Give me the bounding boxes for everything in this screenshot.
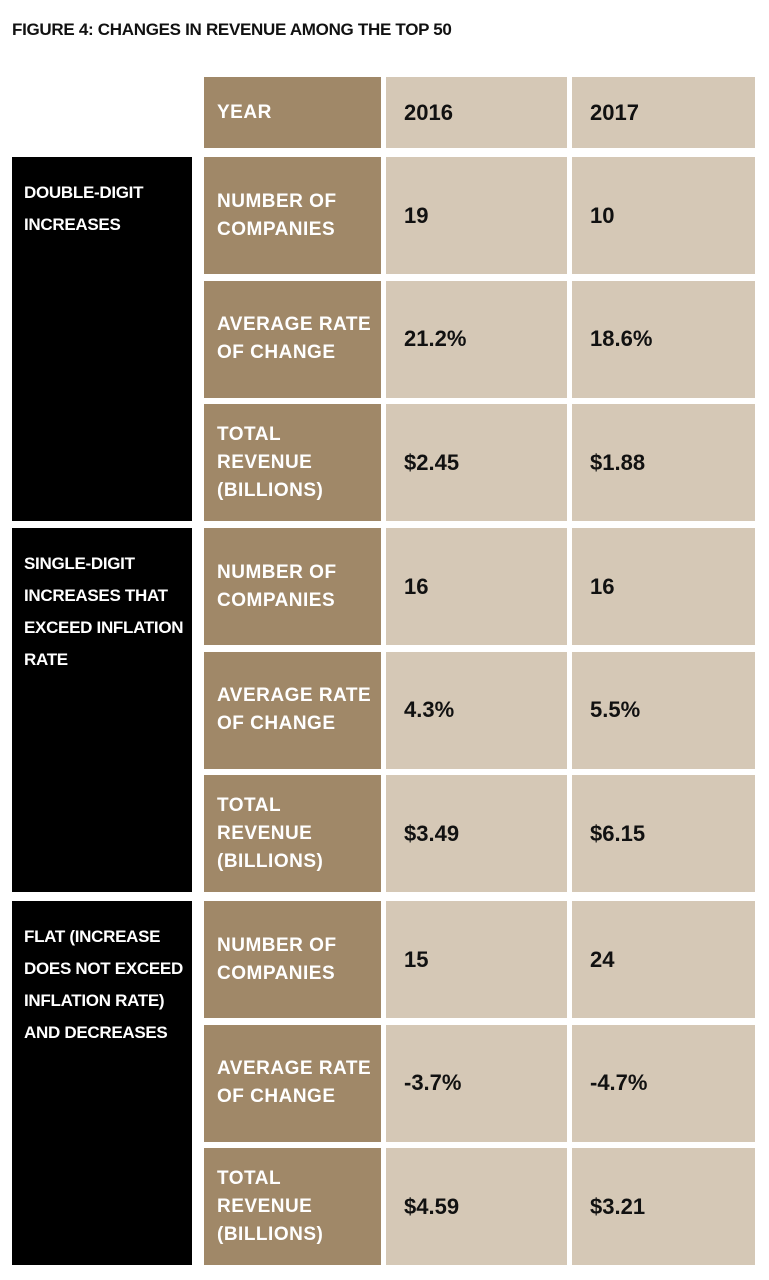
- header-cell: YEAR: [204, 77, 381, 148]
- value-cell: 19: [386, 157, 567, 274]
- row-label: TOTAL REVENUE (BILLIONS): [204, 775, 381, 892]
- row-label: NUMBER OF COMPANIES: [204, 528, 381, 645]
- value-cell: 5.5%: [572, 651, 755, 769]
- value-cell: 10: [572, 157, 755, 274]
- value-cell: -4.7%: [572, 1024, 755, 1142]
- group-label: DOUBLE-DIGIT INCREASES: [12, 157, 192, 521]
- value-cell: 18.6%: [572, 280, 755, 398]
- row-label: TOTAL REVENUE (BILLIONS): [204, 404, 381, 521]
- value-cell: 16: [386, 528, 567, 645]
- value-cell: $2.45: [386, 404, 567, 521]
- title: FIGURE 4: CHANGES IN REVENUE AMONG THE T…: [12, 20, 452, 39]
- value-cell: $3.49: [386, 775, 567, 892]
- value-cell: 4.3%: [386, 651, 567, 769]
- value-cell: -3.7%: [386, 1024, 567, 1142]
- value-cell: 16: [572, 528, 755, 645]
- header-cell: 2016: [386, 77, 567, 148]
- row-label: AVERAGE RATE OF CHANGE: [204, 1024, 381, 1142]
- value-cell: $4.59: [386, 1148, 567, 1265]
- value-cell: 21.2%: [386, 280, 567, 398]
- row-label: NUMBER OF COMPANIES: [204, 901, 381, 1018]
- row-label: NUMBER OF COMPANIES: [204, 157, 381, 274]
- group-label: FLAT (INCREASE DOES NOT EXCEED INFLATION…: [12, 901, 192, 1265]
- row-label: AVERAGE RATE OF CHANGE: [204, 651, 381, 769]
- row-label: AVERAGE RATE OF CHANGE: [204, 280, 381, 398]
- value-cell: 15: [386, 901, 567, 1018]
- row-label: TOTAL REVENUE (BILLIONS): [204, 1148, 381, 1265]
- value-cell: $6.15: [572, 775, 755, 892]
- value-cell: $1.88: [572, 404, 755, 521]
- header-cell: 2017: [572, 77, 755, 148]
- value-cell: $3.21: [572, 1148, 755, 1265]
- group-label: SINGLE-DIGIT INCREASES THAT EXCEED INFLA…: [12, 528, 192, 892]
- value-cell: 24: [572, 901, 755, 1018]
